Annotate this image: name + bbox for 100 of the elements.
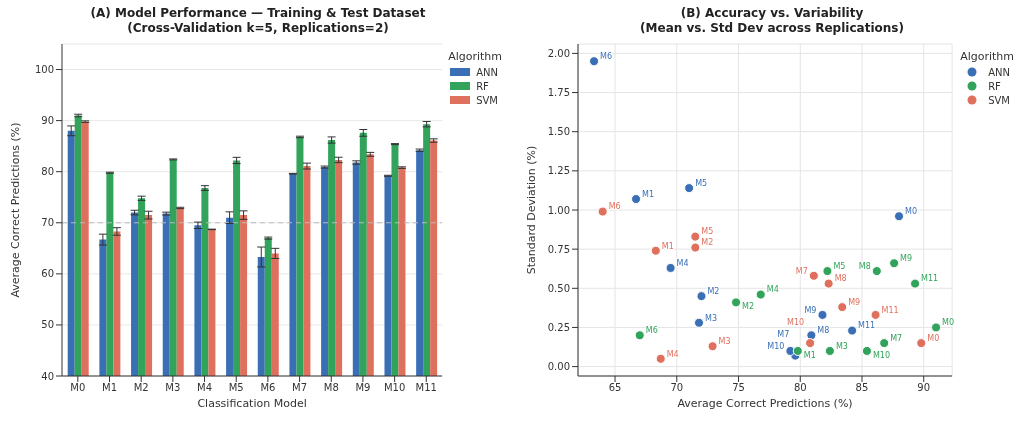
x-tick-label: M9 <box>355 382 371 394</box>
point <box>589 56 600 67</box>
annotation: M8 <box>858 261 871 271</box>
y-axis-title: Standard Deviation (%) <box>524 145 538 275</box>
x-tick-label: M0 <box>70 382 86 394</box>
annotation: M9 <box>900 254 913 264</box>
annotation: M6 <box>600 52 613 62</box>
chart-title: (B) Accuracy vs. Variability (Mean vs. Std Dev across Replications) <box>639 6 905 37</box>
y-tick-label: 0.50 <box>547 282 570 294</box>
legend-title: Algorithm <box>448 50 502 63</box>
legend-label: SVM <box>988 94 1010 106</box>
legend-label: ANN <box>476 66 498 78</box>
annotation: M11 <box>921 274 939 284</box>
y-tick-label: 0.00 <box>547 361 570 373</box>
annotation: M10 <box>767 341 785 351</box>
annotation: M0 <box>942 318 955 328</box>
annotation: M0 <box>927 333 940 343</box>
point <box>808 270 819 281</box>
annotation: M5 <box>695 178 708 188</box>
point <box>870 309 881 320</box>
annotation: M4 <box>766 285 779 295</box>
point <box>894 211 905 222</box>
x-tick-label: 75 <box>732 382 745 394</box>
annotation: M1 <box>642 189 655 199</box>
y-tick-label: 1.00 <box>547 204 570 216</box>
y-tick-label: 0.25 <box>547 322 570 333</box>
x-tick-label: M3 <box>165 382 181 394</box>
y-tick-label: 40 <box>41 370 54 382</box>
x-tick-label: 70 <box>670 382 684 394</box>
annotation: M7 <box>795 266 808 276</box>
y-tick-label: 100 <box>34 64 54 76</box>
annotation: M4 <box>676 258 689 268</box>
x-tick-label: M11 <box>415 382 437 394</box>
point <box>847 325 858 336</box>
point <box>684 183 695 194</box>
annotation: M5 <box>701 227 714 237</box>
x-tick-label: M2 <box>133 382 149 394</box>
y-tick-label: 0.75 <box>547 243 570 255</box>
point <box>861 345 872 356</box>
legend-label: RF <box>988 80 1001 92</box>
x-tick-label: M5 <box>228 382 244 394</box>
point <box>817 309 828 320</box>
point <box>707 341 718 352</box>
annotation: M7 <box>890 333 903 343</box>
point <box>650 245 661 256</box>
point <box>655 353 666 364</box>
annotation: M3 <box>718 337 731 347</box>
x-tick-label: M10 <box>383 382 406 394</box>
x-axis-title: Average Correct Predictions (%) <box>677 397 853 410</box>
point <box>805 338 816 349</box>
x-tick-label: M7 <box>292 382 308 394</box>
annotation: M9 <box>804 305 817 315</box>
point <box>837 302 848 313</box>
annotation: M5 <box>833 261 846 271</box>
legend-label: RF <box>476 80 489 92</box>
point <box>823 278 834 289</box>
point <box>889 258 900 269</box>
annotation: M10 <box>872 350 891 360</box>
y-tick-label: 1.50 <box>547 126 570 138</box>
point <box>634 330 645 341</box>
point <box>824 345 835 356</box>
point <box>871 266 882 277</box>
point <box>755 289 766 300</box>
annotation: M3 <box>705 313 717 323</box>
annotation: M2 <box>701 238 714 248</box>
annotation: M8 <box>834 274 847 284</box>
legend-label: SVM <box>476 94 498 106</box>
annotation: M6 <box>645 326 658 336</box>
annotation: M3 <box>835 341 848 351</box>
y-tick-label: 90 <box>41 115 54 127</box>
x-tick-label: M1 <box>102 382 118 394</box>
annotation: M2 <box>742 302 755 312</box>
annotation: M1 <box>661 241 674 251</box>
y-tick-label: 80 <box>41 166 54 178</box>
x-tick-label: 85 <box>855 382 869 394</box>
annotation: M11 <box>881 305 899 315</box>
point <box>931 322 942 333</box>
annotation: M0 <box>905 207 918 217</box>
annotation: M4 <box>666 349 679 359</box>
legend-title: Algorithm <box>960 50 1014 63</box>
y-tick-label: 50 <box>41 319 54 331</box>
x-axis-title: Classification Model <box>197 397 307 410</box>
y-tick-label: 1.75 <box>547 87 570 99</box>
y-axis-title: Average Correct Predictions (%) <box>8 122 22 298</box>
point <box>879 338 890 349</box>
point <box>822 266 833 277</box>
y-tick-label: 60 <box>41 268 54 280</box>
point <box>597 206 608 217</box>
annotation: M7 <box>777 330 790 340</box>
point <box>696 291 707 302</box>
annotation: M11 <box>858 321 876 331</box>
x-tick-label: 80 <box>793 382 807 394</box>
point <box>631 194 642 205</box>
y-tick-label: 1.25 <box>547 165 570 177</box>
annotation: M10 <box>787 317 805 327</box>
point <box>690 242 701 253</box>
x-tick-label: 65 <box>608 382 622 394</box>
point <box>693 317 705 328</box>
point <box>731 297 742 308</box>
legend-label: ANN <box>988 66 1010 78</box>
